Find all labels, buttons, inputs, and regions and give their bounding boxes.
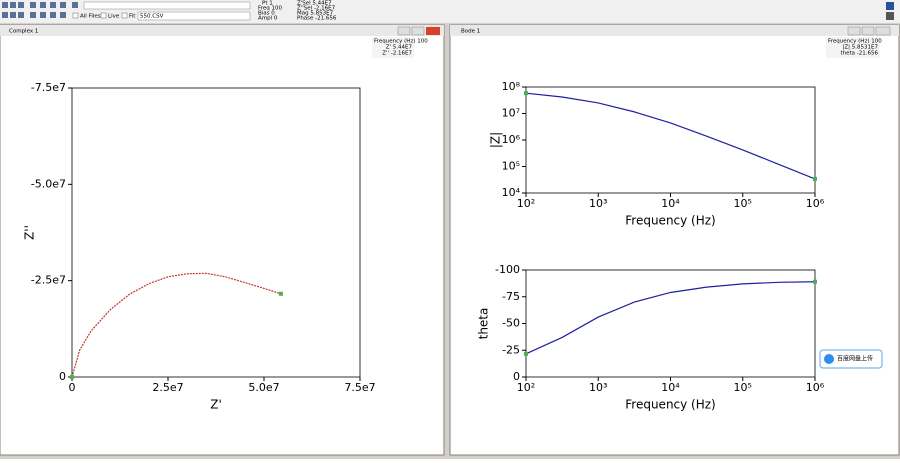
point-marker bbox=[524, 351, 528, 356]
maximize-button[interactable] bbox=[861, 26, 875, 36]
close-button[interactable] bbox=[426, 27, 440, 35]
y-tick-label: -5.0e7 bbox=[31, 177, 66, 190]
x-tick-label: 10⁴ bbox=[661, 381, 680, 394]
status: Z'Sel 5.44E7 bbox=[297, 1, 332, 7]
x-tick-label: 7.5e7 bbox=[344, 381, 375, 394]
info-text: Frequency (Hz) 100 bbox=[374, 39, 428, 45]
title-bar bbox=[450, 25, 899, 36]
x-tick-label: 10⁶ bbox=[806, 197, 825, 210]
y-tick-label: 10⁶ bbox=[502, 133, 521, 146]
y-tick-label: -25 bbox=[502, 343, 520, 356]
checkbox[interactable] bbox=[100, 12, 107, 19]
info-text: Frequency (Hz) 100 bbox=[828, 39, 882, 45]
y-tick-label: 0 bbox=[513, 370, 520, 383]
x-tick-label: 10² bbox=[517, 197, 535, 210]
y-tick-label: -2.5e7 bbox=[31, 274, 66, 287]
x-tick-label: 10³ bbox=[589, 381, 607, 394]
window-title: Bode 1 bbox=[461, 29, 480, 35]
file-name: 550.CSV bbox=[140, 14, 164, 20]
toolbar-icons[interactable] bbox=[2, 2, 78, 18]
point-marker bbox=[813, 279, 817, 284]
y-tick-label: 0 bbox=[59, 370, 66, 383]
status: Phase -21.656 bbox=[297, 16, 337, 22]
x-tick-label: 10⁵ bbox=[734, 381, 752, 394]
complex-window bbox=[0, 24, 445, 456]
status: Ampl 0 bbox=[258, 16, 278, 22]
y-tick-label: -75 bbox=[502, 290, 520, 303]
point-marker bbox=[278, 291, 283, 296]
x-axis-label: Frequency (Hz) bbox=[625, 398, 716, 412]
info-text: |Z| 5.8531E7 bbox=[843, 45, 879, 51]
status: Freq 100 bbox=[258, 6, 283, 12]
minimize-button[interactable] bbox=[397, 26, 411, 36]
y-tick-label: -7.5e7 bbox=[31, 81, 66, 94]
x-tick-label: 10² bbox=[517, 381, 535, 394]
upload-label: 百度网盘上传 bbox=[837, 355, 873, 363]
checkbox-label: Fit bbox=[129, 14, 136, 20]
y-tick-label: -100 bbox=[495, 263, 520, 276]
x-axis-label: Frequency (Hz) bbox=[625, 214, 716, 228]
y-tick-label: -50 bbox=[502, 317, 520, 330]
upload-button[interactable] bbox=[819, 349, 883, 369]
x-tick-label: 10⁶ bbox=[806, 381, 825, 394]
bode-window bbox=[449, 24, 900, 456]
x-tick-label: 5.0e7 bbox=[248, 381, 279, 394]
file-dropdown[interactable] bbox=[137, 11, 251, 21]
x-tick-label: 2.5e7 bbox=[152, 381, 183, 394]
checkbox[interactable] bbox=[72, 12, 79, 19]
y-tick-label: 10⁸ bbox=[502, 80, 521, 93]
close-button[interactable] bbox=[875, 26, 891, 36]
maximize-button[interactable] bbox=[411, 26, 425, 36]
checkbox-label: Live bbox=[108, 14, 120, 20]
info-box bbox=[372, 37, 414, 58]
cloud-icon bbox=[824, 354, 834, 364]
checkbox-label: All Files bbox=[80, 14, 101, 20]
x-tick-label: 10³ bbox=[589, 197, 607, 210]
series-line bbox=[525, 281, 816, 355]
x-axis-label: Z' bbox=[210, 398, 222, 412]
point-marker bbox=[813, 176, 817, 181]
status: Pt 1 bbox=[262, 1, 273, 7]
info-text: Z' 5.44E7 bbox=[386, 45, 413, 51]
info-box bbox=[826, 37, 880, 58]
plot-frame bbox=[71, 87, 361, 378]
window-title: Complex 1 bbox=[9, 29, 38, 35]
layout-icon[interactable] bbox=[886, 12, 894, 20]
point-marker bbox=[524, 91, 528, 96]
y-tick-label: 10⁵ bbox=[502, 160, 520, 173]
status: Z''Sel -2.16E7 bbox=[297, 6, 336, 12]
slider[interactable] bbox=[83, 1, 251, 10]
series-line bbox=[525, 92, 816, 180]
checkbox[interactable] bbox=[121, 12, 128, 19]
info-text: theta -21.656 bbox=[840, 51, 878, 57]
y-axis-label: |Z| bbox=[489, 132, 503, 148]
info-text: Z'' -2.16E7 bbox=[382, 51, 412, 57]
y-axis-label: Z'' bbox=[23, 225, 37, 240]
status: Bias 0 bbox=[258, 11, 275, 17]
y-tick-label: 10⁷ bbox=[502, 107, 520, 120]
y-axis-label: theta bbox=[477, 308, 491, 340]
point-marker bbox=[70, 375, 74, 379]
charts: 0 2.5e7 5.0e7 7.5e7 0 -2.5e7 -5.0e7 -7.5e7 Z' Z''… bbox=[23, 80, 825, 412]
x-tick-label: 10⁵ bbox=[734, 197, 752, 210]
status: Mag 5.853E7 bbox=[297, 11, 334, 17]
y-tick-label: 10⁴ bbox=[502, 186, 521, 199]
series-line bbox=[71, 272, 282, 378]
help-icon[interactable] bbox=[886, 2, 894, 10]
x-tick-label: 10⁴ bbox=[661, 197, 680, 210]
title-bar bbox=[0, 25, 444, 36]
x-tick-label: 0 bbox=[69, 381, 76, 394]
minimize-button[interactable] bbox=[847, 26, 861, 36]
